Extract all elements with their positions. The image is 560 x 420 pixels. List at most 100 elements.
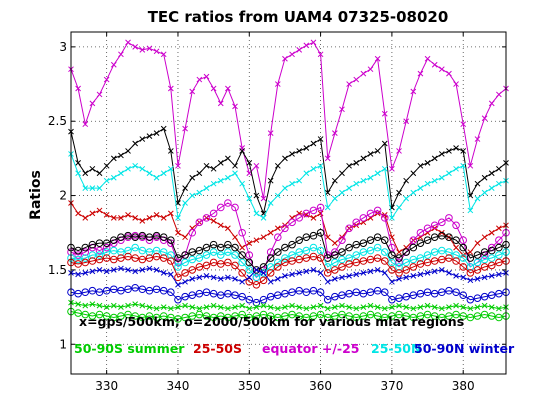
data-point (460, 274, 467, 281)
data-point (338, 310, 346, 319)
data-point (366, 310, 375, 319)
data-point (132, 268, 139, 275)
data-point (310, 215, 317, 221)
data-point (266, 269, 275, 277)
data-point (359, 289, 368, 298)
data-point (488, 229, 495, 236)
data-point (480, 255, 489, 264)
data-point (89, 268, 96, 275)
data-point (125, 39, 131, 46)
data-point (339, 189, 345, 196)
data-point (253, 162, 260, 169)
data-point (389, 278, 395, 285)
data-point (246, 305, 253, 312)
data-point (438, 288, 446, 297)
data-point (295, 286, 303, 295)
data-point (452, 257, 460, 265)
data-point (302, 254, 311, 262)
data-point (316, 254, 325, 262)
data-point (245, 251, 254, 259)
data-point (323, 313, 332, 322)
data-point (417, 304, 424, 310)
data-point (423, 288, 432, 297)
data-point (88, 251, 97, 259)
data-point (339, 274, 345, 281)
data-point (481, 174, 488, 181)
data-point (202, 288, 211, 297)
data-point (245, 295, 254, 304)
data-point (209, 248, 218, 256)
data-point (431, 268, 438, 275)
data-point (295, 248, 303, 256)
data-point (281, 258, 289, 267)
data-point (74, 309, 82, 317)
data-point (445, 312, 453, 320)
data-point (423, 310, 432, 319)
data-point (109, 285, 118, 294)
data-point (109, 313, 118, 322)
data-point (217, 177, 224, 184)
data-point (95, 251, 104, 259)
data-point (195, 246, 204, 255)
data-point (102, 248, 111, 256)
data-point (89, 210, 96, 217)
data-point (295, 214, 303, 222)
data-point (117, 312, 125, 320)
data-point (260, 195, 267, 202)
data-point (388, 258, 396, 267)
data-point (174, 315, 182, 323)
data-point (152, 313, 161, 322)
data-point (296, 270, 303, 276)
data-point (289, 151, 295, 157)
data-point (367, 66, 374, 73)
data-point (338, 291, 346, 299)
data-point (438, 218, 446, 227)
data-point (182, 185, 188, 191)
data-point (253, 304, 260, 310)
data-point (195, 218, 204, 227)
data-point (125, 165, 131, 172)
data-point (416, 260, 425, 268)
data-point (274, 305, 281, 312)
data-point (174, 254, 182, 262)
data-point (217, 222, 224, 229)
data-point (102, 243, 111, 252)
data-point (352, 313, 361, 322)
data-point (153, 212, 160, 218)
data-point (103, 304, 110, 310)
data-point (252, 298, 261, 307)
data-point (346, 304, 352, 310)
data-point (118, 304, 124, 310)
data-point (403, 177, 410, 184)
data-point (496, 225, 502, 232)
data-point (124, 252, 132, 261)
data-point (281, 312, 289, 320)
data-point (274, 162, 281, 169)
data-point (309, 206, 318, 215)
plot-frame (70, 31, 507, 375)
data-point (174, 295, 182, 304)
data-point (453, 165, 459, 172)
data-point (487, 312, 496, 320)
annotations: x=gps/500km; o=2000/500km for various ml… (79, 314, 464, 329)
data-point (132, 162, 139, 169)
data-point (409, 243, 418, 252)
data-point (309, 286, 318, 295)
data-point (331, 195, 338, 202)
data-point (438, 255, 446, 264)
data-point (302, 233, 311, 241)
data-point (81, 310, 90, 319)
series-line (70, 202, 507, 279)
y-tick-label: 2.5 (48, 114, 67, 128)
data-point (360, 304, 367, 310)
data-point (146, 265, 153, 272)
data-point (317, 210, 324, 217)
data-point (467, 249, 474, 255)
data-point (288, 257, 296, 265)
data-point (131, 233, 139, 241)
data-point (474, 240, 481, 247)
data-point (210, 302, 217, 309)
data-point (303, 268, 310, 275)
data-point (159, 233, 168, 241)
